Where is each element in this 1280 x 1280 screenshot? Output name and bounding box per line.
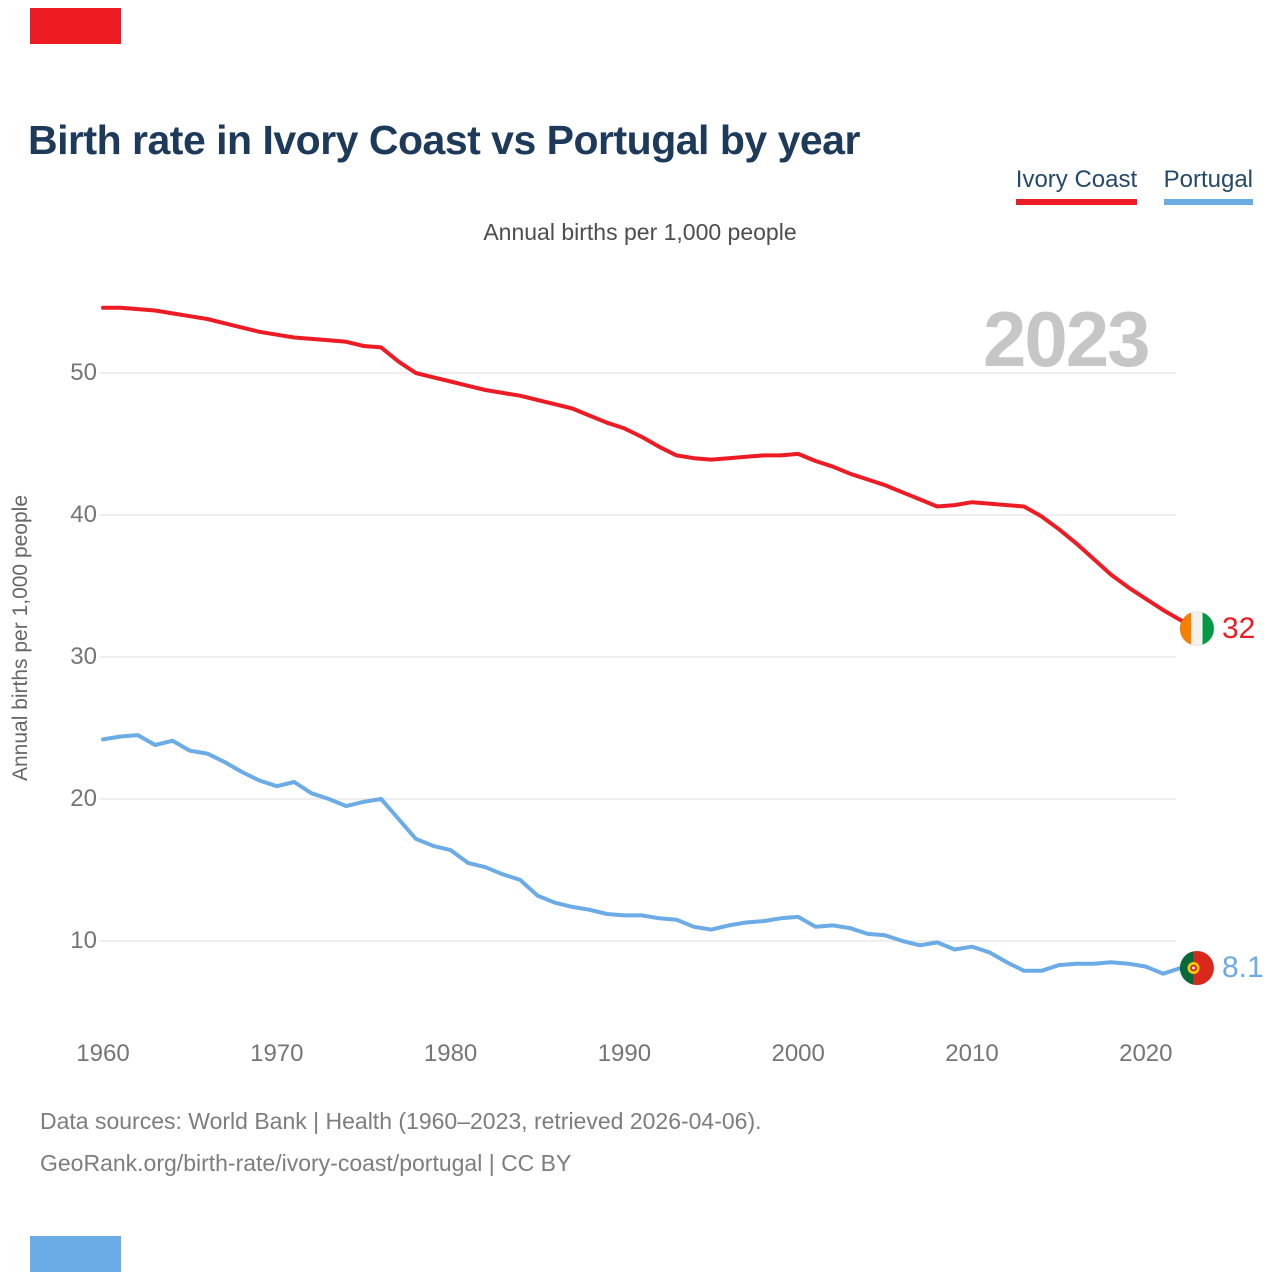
y-tick-label: 50 xyxy=(70,359,97,386)
x-tick-label: 1990 xyxy=(597,1040,652,1067)
data-sources-text: Data sources: World Bank | Health (1960–… xyxy=(40,1108,762,1134)
portugal-value-label: 8.1 xyxy=(1221,950,1264,984)
legend-item-ivory-coast[interactable]: Ivory Coast xyxy=(1015,166,1138,205)
y-tick-label: 20 xyxy=(70,785,97,812)
y-tick-label: 30 xyxy=(70,643,97,670)
y-tick-label: 10 xyxy=(70,927,97,954)
top-accent-bar xyxy=(30,8,121,44)
x-tick-label: 2000 xyxy=(771,1040,825,1067)
portugal-line xyxy=(101,733,1200,976)
page-title: Birth rate in Ivory Coast vs Portugal by… xyxy=(28,117,860,164)
legend-item-portugal[interactable]: Portugal xyxy=(1163,166,1253,205)
ivory-coast-value-label: 32 xyxy=(1221,611,1256,645)
bottom-accent-bar xyxy=(30,1236,121,1272)
x-tick-label: 2020 xyxy=(1119,1040,1173,1067)
attribution-text: GeoRank.org/birth-rate/ivory-coast/portu… xyxy=(40,1150,572,1176)
x-tick-label: 1960 xyxy=(76,1040,130,1067)
year-watermark: 2023 xyxy=(983,295,1151,383)
x-tick-label: 1980 xyxy=(423,1040,478,1067)
chart-subtitle: Annual births per 1,000 people xyxy=(483,219,797,245)
ivory-coast-flag-icon xyxy=(1179,611,1215,647)
ivory-coast-line xyxy=(101,305,1200,631)
portugal-flag-icon xyxy=(1179,950,1215,986)
x-tick-label: 2010 xyxy=(945,1040,999,1067)
legend: Ivory Coast Portugal xyxy=(994,166,1253,205)
y-tick-label: 40 xyxy=(70,501,97,528)
x-tick-label: 1970 xyxy=(250,1040,304,1067)
gridlines xyxy=(100,372,1176,942)
